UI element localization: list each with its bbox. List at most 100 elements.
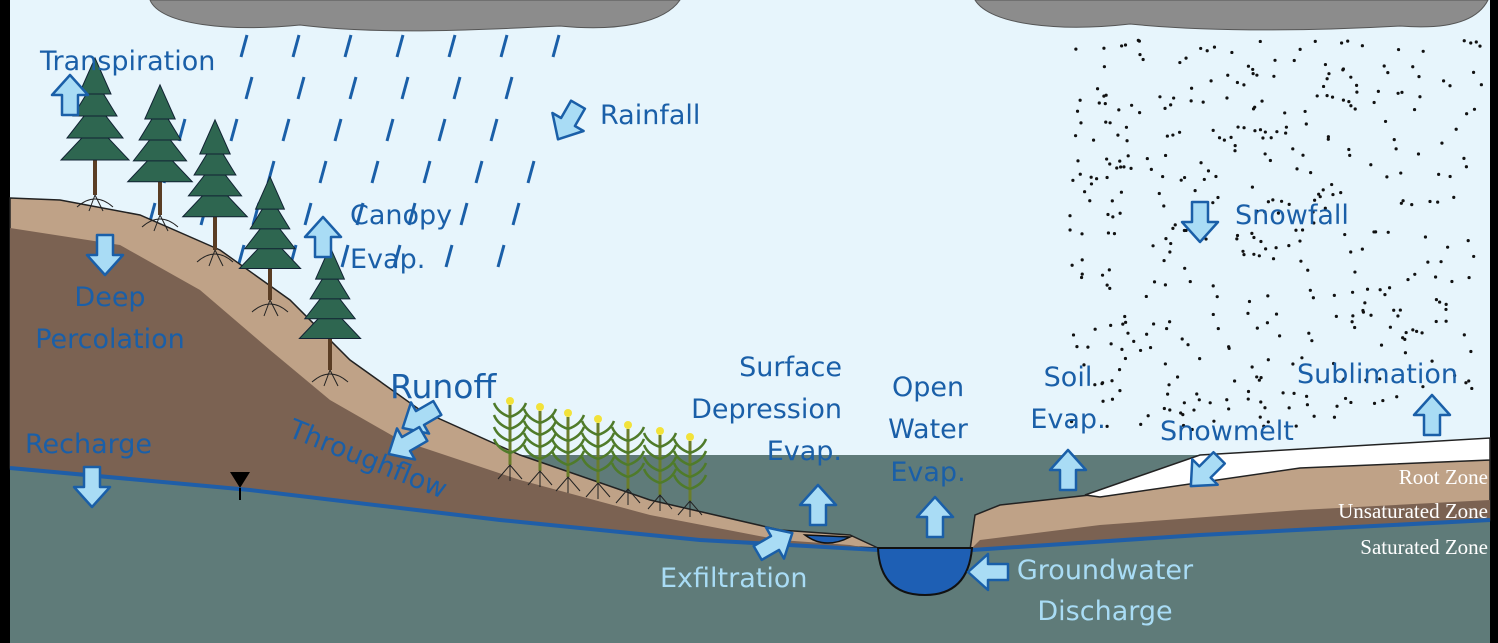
snowflake [1473,108,1476,111]
snowflake [1168,408,1171,411]
snowflake [1166,393,1169,396]
snowflake [1158,192,1161,195]
snowflake [1164,154,1167,157]
snowflake [1255,375,1258,378]
snowflake [1202,101,1205,104]
snowflake [1307,332,1310,335]
snowflake [1189,280,1192,283]
snowflake [1303,110,1306,113]
snowflake [1183,401,1186,404]
snowflake [1116,134,1119,137]
snowflake [1305,122,1308,125]
snowflake [1413,273,1416,276]
snowflake [1139,349,1142,352]
snowflake [1236,234,1239,237]
snowflake [1130,104,1133,107]
snowflake [1225,398,1228,401]
snowflake [1475,40,1478,43]
crop-flower [536,403,544,411]
snowflake [1199,161,1202,164]
snowflake [1399,308,1402,311]
snowflake [1445,303,1448,306]
snowflake [1314,40,1317,43]
snowflake [1333,416,1336,419]
snowflake [1101,274,1104,277]
snowflake [1171,133,1174,136]
snowflake [1081,258,1084,261]
snowflake [1247,397,1250,400]
snowflake [1110,342,1113,345]
snowflake [1108,287,1111,290]
snowflake [1109,121,1112,124]
snowflake [1361,309,1364,312]
zone-label: Saturated Zone [1360,535,1488,559]
snowflake [1381,399,1384,402]
snowflake [1389,326,1392,329]
snowflake [1209,401,1212,404]
snowflake [1415,330,1418,333]
snowflake [1309,289,1312,292]
snowflake [1386,71,1389,74]
snowflake [1229,136,1232,139]
snowflake [1212,313,1215,316]
snowflake [1405,331,1408,334]
snowflake [1387,231,1390,234]
snowflake [1079,173,1082,176]
snowflake [1351,314,1354,317]
snowflake [1080,276,1083,279]
snowflake [1176,375,1179,378]
snowflake [1275,312,1278,315]
snowflake [1108,162,1111,165]
snowflake [1106,425,1109,428]
crop-flower [624,421,632,429]
snowflake [1361,44,1364,47]
snowflake [1309,171,1312,174]
snowflake [1316,94,1319,97]
snowflake [1298,239,1301,242]
snowflake [1351,291,1354,294]
snowflake [1269,159,1272,162]
snowflake [1261,136,1264,139]
snowflake [1247,65,1250,68]
snowflake [1123,315,1126,318]
snowflake [1071,179,1074,182]
snowflake [1169,242,1172,245]
snowflake [1183,176,1186,179]
label: Snowmelt [1160,416,1294,447]
snowflake [1295,167,1298,170]
snowflake [1139,423,1142,426]
snowflake [1373,101,1376,104]
snowflake [1395,147,1398,150]
snowflake [1252,72,1255,75]
snowflake [1072,333,1075,336]
snowflake [1149,346,1152,349]
snowflake [1172,96,1175,99]
snowflake [1428,200,1431,203]
snowflake [1353,270,1356,273]
snowflake [1068,228,1071,231]
snowflake [1225,96,1228,99]
snowflake [1118,368,1121,371]
snowflake [1111,199,1114,202]
snowflake [1214,175,1217,178]
snowflake [1181,337,1184,340]
snowflake [1190,99,1193,102]
snowflake [1129,167,1132,170]
snowflake [1403,338,1406,341]
snowflake [1106,213,1109,216]
snowflake [1124,321,1127,324]
snowflake [1283,111,1286,114]
snowflake [1127,154,1130,157]
snowflake [1448,84,1451,87]
snowflake [1132,340,1135,343]
snowflake [1212,284,1215,287]
snowflake [1206,49,1209,52]
snowflake [1255,74,1258,77]
snowflake [1437,173,1440,176]
snowflake [1207,169,1210,172]
snowflake [1478,44,1481,47]
snowflake [1467,379,1470,382]
snowflake [1235,237,1238,240]
snowflake [1292,392,1295,395]
snowflake [1111,215,1114,218]
